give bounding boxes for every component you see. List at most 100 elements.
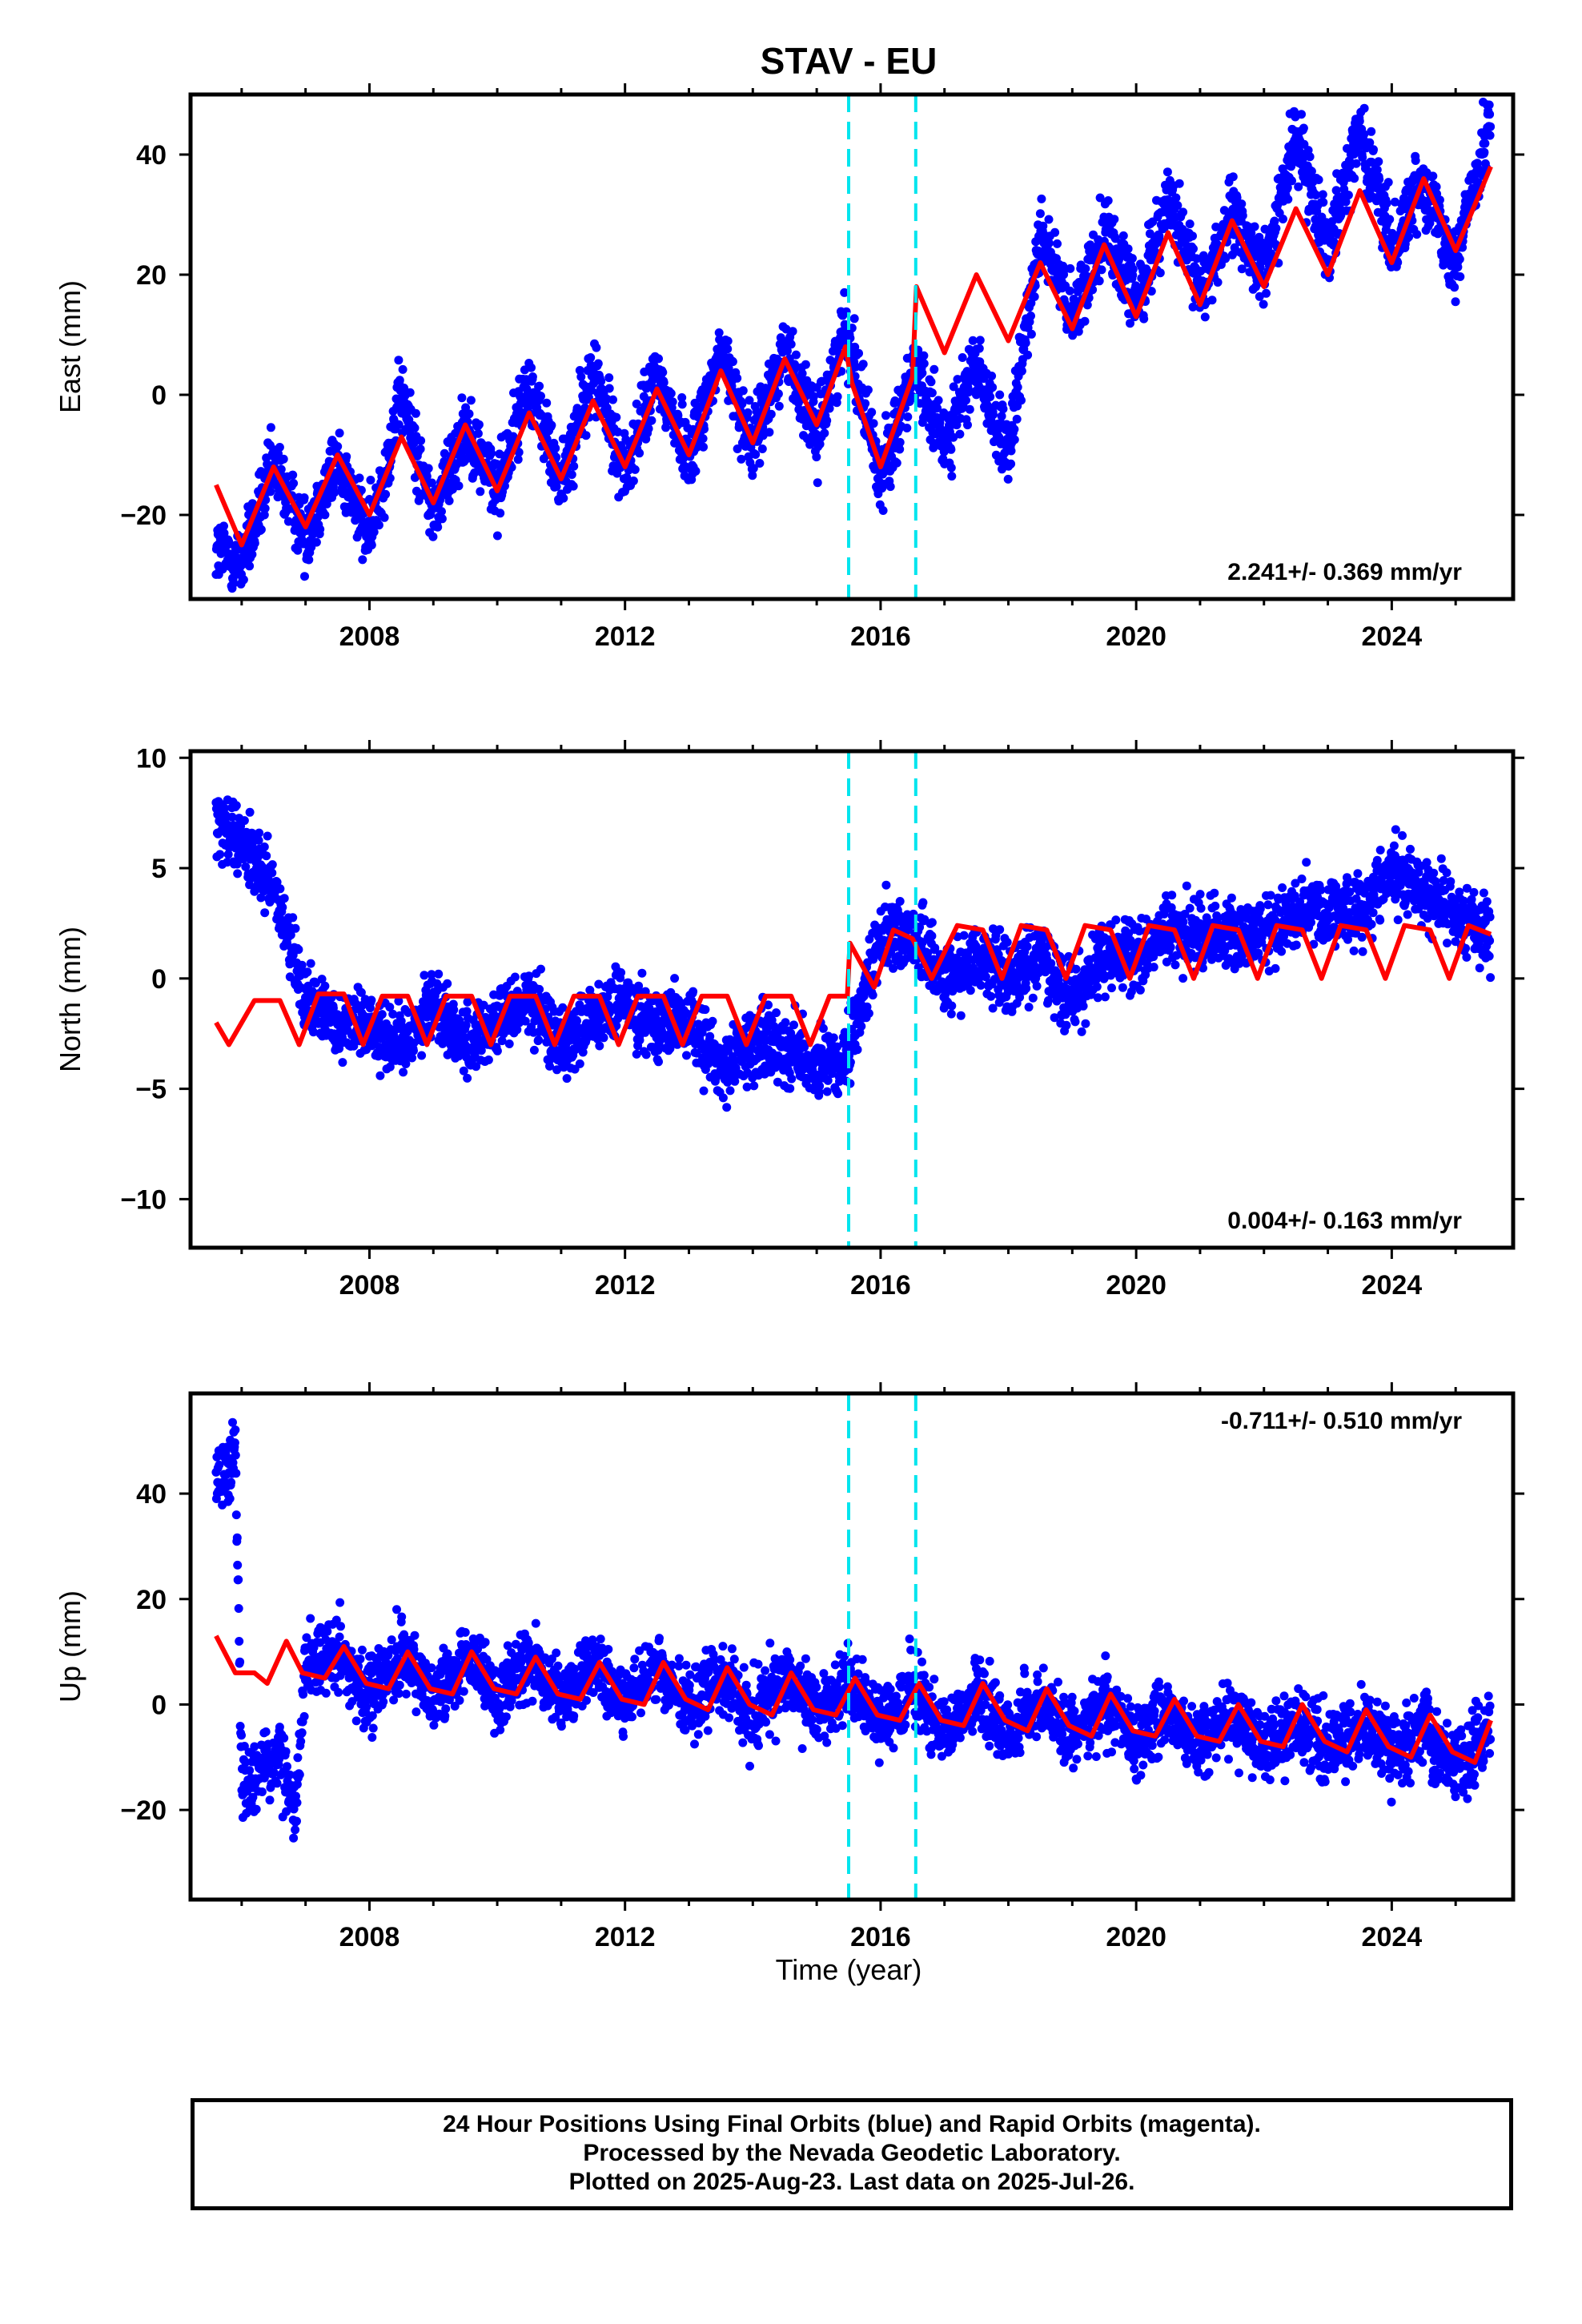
observed-point: [417, 1051, 427, 1060]
observed-point: [595, 1041, 604, 1051]
observed-point: [776, 333, 785, 343]
observed-point: [330, 488, 339, 497]
observed-point: [317, 975, 327, 984]
observed-point: [239, 816, 249, 826]
observed-point: [728, 357, 737, 367]
observed-point: [463, 1073, 472, 1083]
observed-point: [963, 420, 972, 430]
observed-point: [773, 389, 783, 399]
observed-point: [1173, 201, 1182, 210]
observed-point: [946, 463, 956, 472]
observed-point: [1128, 264, 1138, 274]
observed-point: [1139, 314, 1149, 324]
y-tick-label: −20: [120, 501, 167, 531]
observed-point: [854, 348, 863, 358]
observed-point: [300, 572, 309, 581]
observed-point: [255, 828, 264, 838]
observed-point: [699, 442, 708, 452]
observed-point: [755, 459, 765, 468]
observed-point: [630, 464, 640, 474]
observed-point: [215, 850, 225, 859]
observed-point: [1232, 193, 1242, 203]
observed-point: [1451, 297, 1460, 307]
observed-point: [1228, 172, 1238, 182]
observed-point: [398, 364, 408, 374]
observed-point: [1035, 209, 1045, 219]
observed-point: [1359, 103, 1369, 113]
x-tick-label: 2016: [850, 621, 911, 652]
observed-point: [733, 373, 742, 383]
observed-point: [529, 1045, 539, 1055]
observed-point: [299, 493, 309, 502]
observed-point: [1271, 223, 1281, 233]
observed-point: [320, 981, 330, 991]
observed-point: [737, 454, 746, 464]
observed-point: [596, 1015, 605, 1024]
observed-point: [219, 529, 229, 538]
observed-point: [801, 360, 810, 369]
observed-point: [377, 1010, 387, 1019]
observed-point: [1355, 116, 1364, 126]
observed-point: [946, 444, 956, 454]
observed-point: [476, 1046, 486, 1055]
observed-point: [572, 1016, 581, 1026]
observed-point: [567, 470, 576, 480]
observed-point: [640, 1027, 650, 1037]
observed-point: [840, 287, 849, 297]
observed-point: [586, 353, 596, 362]
observed-point: [1343, 191, 1353, 200]
observed-point: [743, 408, 753, 417]
observed-point: [1213, 278, 1223, 287]
observed-point: [813, 478, 822, 488]
observed-point: [790, 360, 799, 369]
observed-point: [241, 862, 251, 871]
observed-point: [867, 408, 877, 417]
observed-point: [358, 555, 367, 565]
observed-point: [1374, 157, 1383, 167]
x-tick-label: 2024: [1362, 621, 1423, 652]
observed-point: [616, 968, 626, 977]
observed-point: [289, 479, 299, 488]
observed-point: [697, 1027, 707, 1037]
observed-point: [424, 464, 433, 473]
observed-point: [328, 1003, 338, 1013]
observed-point: [562, 1074, 572, 1084]
observed-point: [1297, 110, 1306, 119]
observed-point: [849, 314, 859, 324]
observed-point: [1314, 175, 1323, 184]
observed-point: [635, 1035, 644, 1045]
observed-point: [394, 996, 404, 1006]
observed-point: [474, 420, 484, 429]
observed-point: [822, 1087, 832, 1096]
observed-point: [947, 472, 957, 481]
observed-point: [464, 409, 474, 419]
observed-point: [989, 410, 998, 420]
observed-point: [1207, 296, 1217, 305]
observed-point: [1162, 167, 1172, 177]
observed-point: [786, 1028, 796, 1038]
observed-point: [420, 971, 429, 980]
observed-point: [1110, 215, 1119, 224]
observed-point: [592, 343, 601, 352]
observed-point: [658, 368, 668, 377]
observed-point: [1010, 424, 1019, 434]
observed-point: [239, 575, 248, 585]
observed-point: [1283, 183, 1292, 192]
observed-point: [466, 396, 476, 405]
observed-point: [315, 525, 325, 534]
observed-point: [279, 894, 289, 903]
observed-point: [640, 987, 650, 996]
observed-point: [919, 359, 929, 368]
observed-point: [1192, 254, 1202, 263]
observed-point: [1450, 283, 1460, 292]
observed-point: [965, 404, 974, 414]
observed-point: [745, 396, 754, 405]
observed-point: [902, 424, 912, 432]
observed-point: [825, 404, 834, 413]
observed-point: [926, 377, 936, 387]
observed-point: [278, 903, 287, 912]
observed-point: [367, 995, 376, 1005]
